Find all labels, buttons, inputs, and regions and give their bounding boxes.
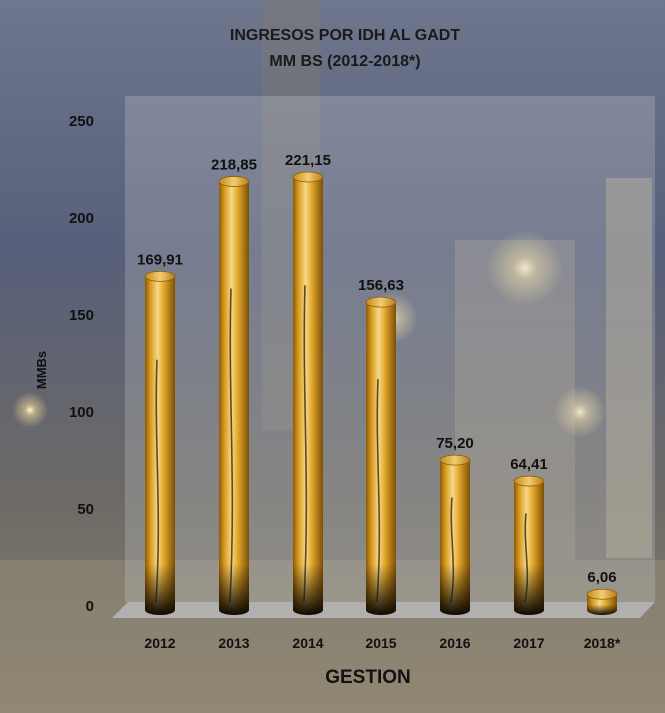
- data-label: 6,06: [587, 569, 616, 586]
- y-axis-title: MMBs: [34, 351, 49, 389]
- x-tick-label: 2017: [513, 635, 544, 651]
- bar-body: [219, 181, 249, 615]
- x-tick-label: 2016: [439, 635, 470, 651]
- bar-top: [219, 176, 249, 186]
- bar-shadow: [514, 565, 544, 615]
- data-label: 75,20: [436, 435, 474, 452]
- x-tick-label: 2014: [292, 635, 323, 651]
- bar: [366, 297, 396, 615]
- bar: [440, 455, 470, 615]
- data-label: 221,15: [285, 152, 331, 169]
- bar: [293, 172, 323, 615]
- y-tick-label: 200: [69, 210, 94, 227]
- bar-top: [514, 476, 544, 486]
- bar: [514, 476, 544, 615]
- bar-shadow: [293, 564, 323, 615]
- bar: [587, 589, 617, 615]
- bar-shadow: [145, 564, 175, 615]
- bg-light: [12, 392, 48, 428]
- x-tick-label: 2012: [144, 635, 175, 651]
- y-tick-label: 100: [69, 404, 94, 421]
- chart-title: INGRESOS POR IDH AL GADT: [230, 27, 460, 44]
- x-tick-label: 2015: [365, 635, 396, 651]
- bar-top: [145, 271, 175, 281]
- bar-shadow: [440, 564, 470, 615]
- data-label: 169,91: [137, 251, 183, 268]
- y-tick-label: 250: [69, 113, 94, 130]
- data-label: 218,85: [211, 156, 257, 173]
- bar-top: [293, 172, 323, 182]
- x-tick-label: 2013: [218, 635, 249, 651]
- bar-shadow: [366, 564, 396, 615]
- y-tick-label: 150: [69, 307, 94, 324]
- bar: [145, 271, 175, 615]
- bar-shadow: [219, 564, 249, 615]
- bar: [219, 176, 249, 615]
- y-tick-label: 0: [86, 598, 94, 615]
- data-label: 64,41: [510, 456, 548, 473]
- chart-subtitle: MM BS (2012-2018*): [269, 53, 420, 70]
- data-label: 156,63: [358, 277, 404, 294]
- bar-top: [440, 455, 470, 465]
- x-axis-title: GESTION: [325, 667, 411, 688]
- bar-body: [293, 177, 323, 615]
- bar-shadow: [587, 604, 617, 615]
- bar-top: [587, 589, 617, 599]
- x-tick-label: 2018*: [584, 635, 621, 651]
- bar-top: [366, 297, 396, 307]
- y-tick-label: 50: [77, 501, 94, 518]
